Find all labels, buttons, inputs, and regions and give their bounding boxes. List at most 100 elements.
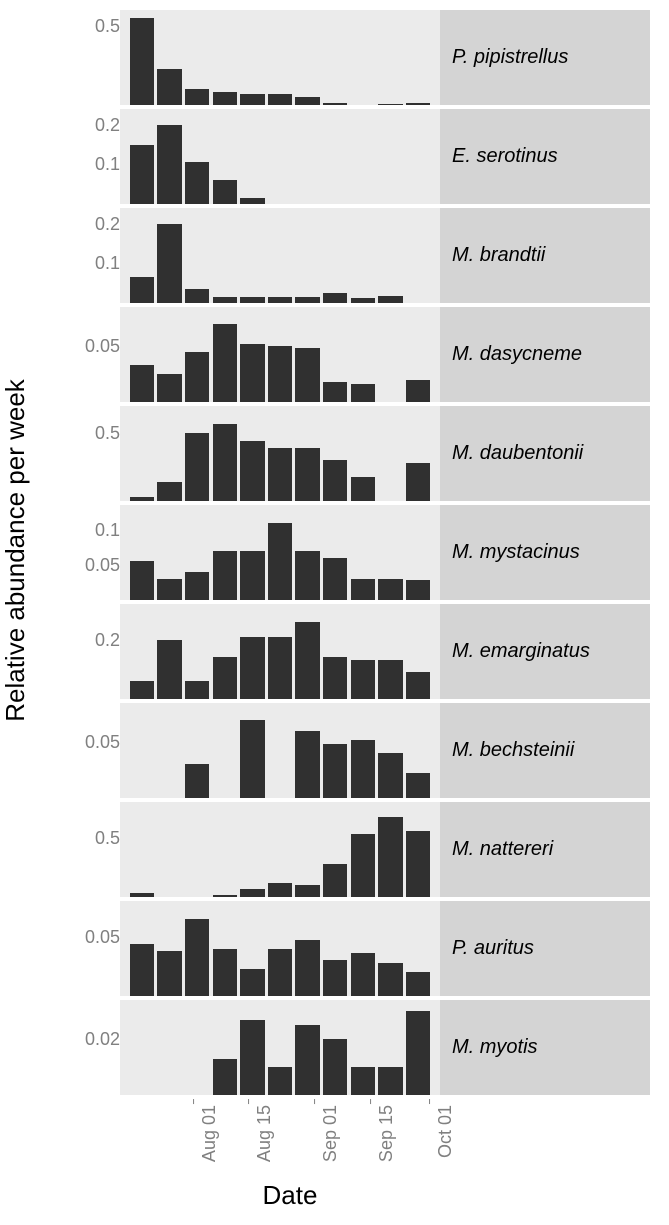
xtick-label: Sep 15 [376,1105,397,1162]
bar [295,940,319,996]
bar [185,919,209,996]
bar [351,298,375,303]
bar [268,346,292,402]
ytick-group: 0.02 [30,1000,120,1095]
bars-group [120,505,440,600]
bar [378,963,402,996]
x-axis-title: Date [120,1180,460,1211]
panel: M. nattereri [120,802,650,897]
bar [295,297,319,303]
bar [268,297,292,303]
bar [378,817,402,897]
bar [323,744,347,798]
bars-group [120,1000,440,1095]
bar [213,1059,237,1095]
bar [130,497,154,501]
bar [130,561,154,600]
bar [351,579,375,600]
ytick-label: 0.05 [40,928,120,946]
bar [157,125,181,204]
plot-area [120,109,440,204]
bar [351,953,375,996]
bar [378,579,402,600]
bar [240,441,264,501]
bar [406,773,430,798]
bar [240,344,264,402]
bar [295,731,319,798]
bar [185,764,209,798]
bar [351,1067,375,1095]
panel: M. bechsteinii [120,703,650,798]
bar [185,89,209,105]
bar [213,92,237,105]
bar [323,657,347,699]
ytick-label: 0.05 [40,733,120,751]
panel: P. pipistrellus [120,10,650,105]
bar [213,657,237,699]
bars-group [120,109,440,204]
plot-area [120,307,440,402]
bar [378,1067,402,1095]
bar [157,482,181,501]
bar [130,681,154,699]
bar [295,448,319,501]
xtick-label: Oct 01 [435,1105,456,1158]
bar [240,889,264,897]
plot-area [120,901,440,996]
bar [323,960,347,996]
bar [240,94,264,105]
strip-label: M. emarginatus [440,604,650,699]
panel: P. auritus [120,901,650,996]
ytick-label: 0.5 [40,829,120,847]
plot-area [120,505,440,600]
xtick-label: Aug 15 [254,1105,275,1162]
panel: M. dasycneme [120,307,650,402]
strip-label: M. nattereri [440,802,650,897]
bar [268,949,292,997]
strip-label: M. mystacinus [440,505,650,600]
ytick-label: 0.1 [40,254,120,272]
panel: E. serotinus [120,109,650,204]
x-ticks: Aug 01Aug 15Sep 01Sep 15Oct 01 [120,1099,440,1179]
bars-group [120,406,440,501]
bar [323,103,347,105]
ytick-label: 0.2 [40,631,120,649]
bar [240,720,264,798]
ytick-label: 0.5 [40,17,120,35]
bar [157,224,181,303]
ytick-label: 0.05 [40,556,120,574]
plot-area [120,1000,440,1095]
bar [323,382,347,402]
bar [351,834,375,897]
ytick-label: 0.2 [40,116,120,134]
bar [157,579,181,600]
bar [295,348,319,402]
bar [406,972,430,996]
bar [213,297,237,303]
ytick-label: 0.02 [40,1030,120,1048]
plot-area [120,604,440,699]
bar [295,622,319,699]
ytick-group: 0.05 [30,307,120,402]
ytick-group: 0.5 [30,10,120,105]
y-axis-title: Relative abundance per week [0,0,30,1100]
bars-group [120,703,440,798]
bars-group [120,604,440,699]
xtick-label: Aug 01 [199,1105,220,1162]
strip-label: P. pipistrellus [440,10,650,105]
bar [213,424,237,501]
ytick-group: 0.2 [30,604,120,699]
bar [157,951,181,996]
bar [185,352,209,402]
bar [130,277,154,303]
bar [130,944,154,996]
bar [185,572,209,600]
bar [323,558,347,600]
bar [406,672,430,699]
bar [130,365,154,402]
bar [213,180,237,204]
bar [295,1025,319,1095]
ytick-group: 0.10.2 [30,208,120,303]
bar [323,460,347,501]
bars-group [120,802,440,897]
